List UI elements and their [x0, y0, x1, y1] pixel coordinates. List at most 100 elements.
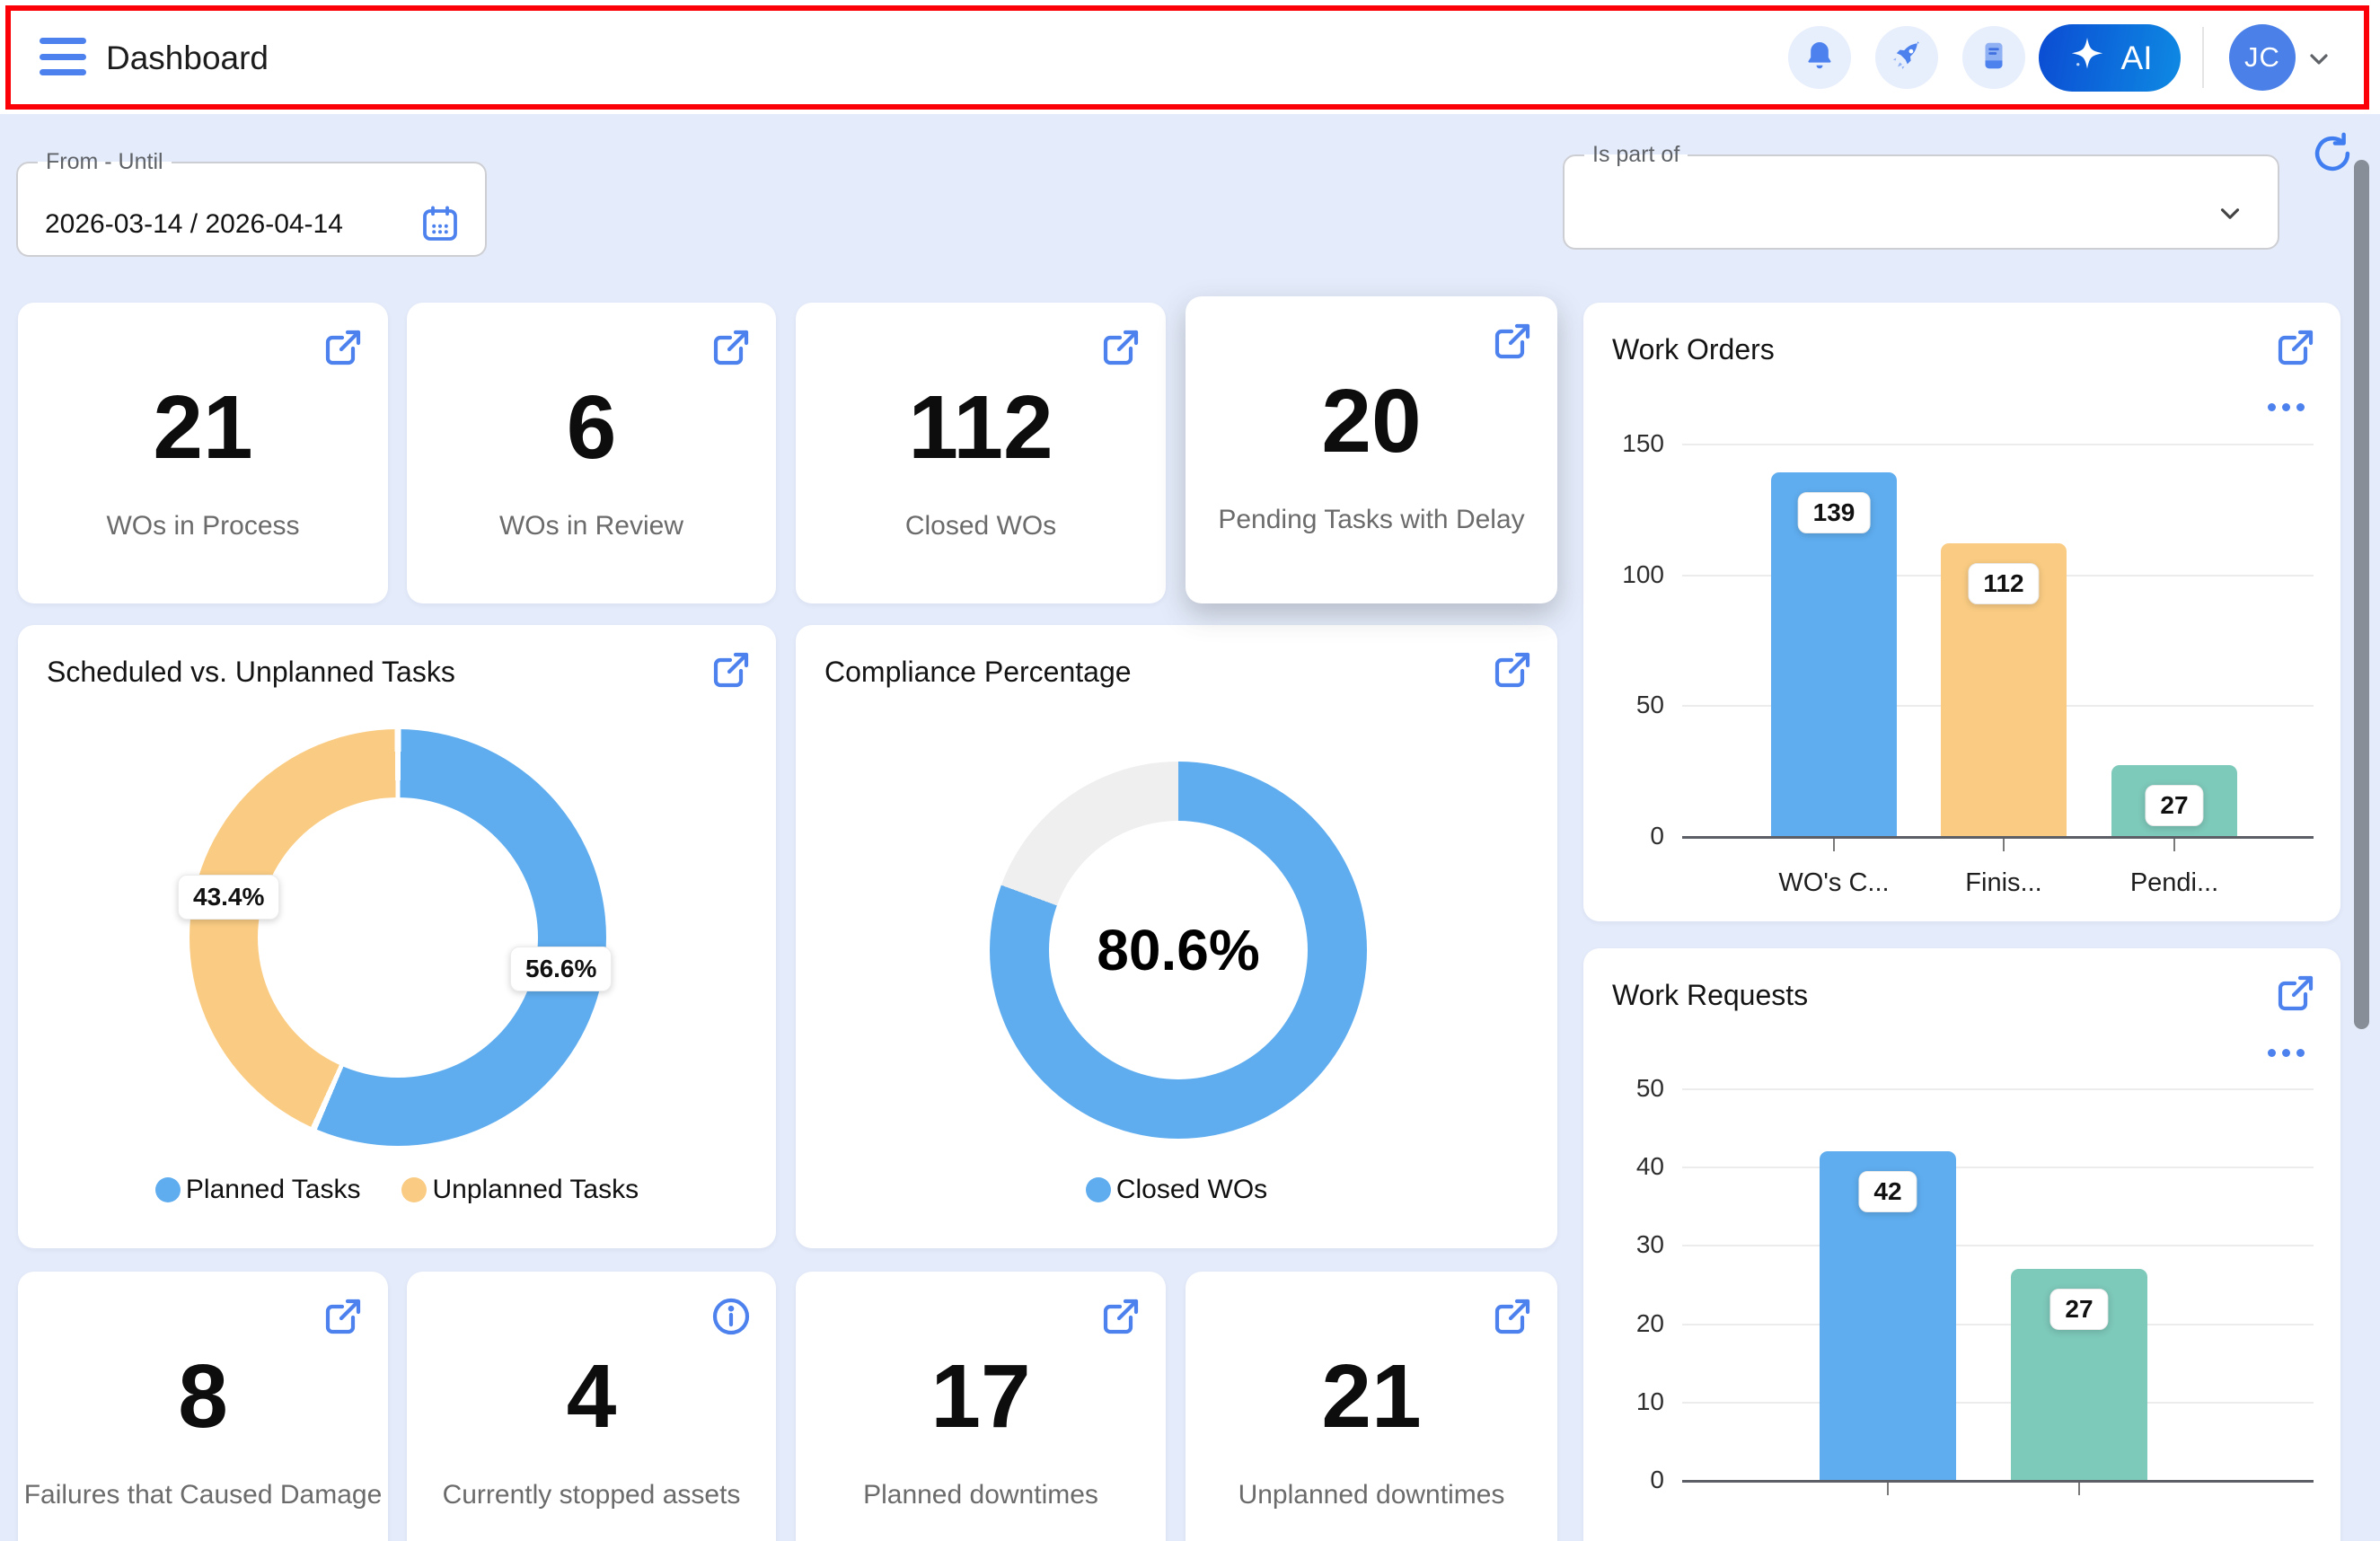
legend-dot	[401, 1177, 428, 1202]
kpi-label: Pending Tasks with Delay	[1218, 505, 1525, 534]
kpi-card-unplanned-downtimes: 21 Unplanned downtimes	[1186, 1272, 1557, 1541]
kpi-value: 21	[1321, 1346, 1422, 1447]
select-chevron-down-icon[interactable]	[2215, 198, 2245, 229]
kpi-value: 4	[566, 1346, 617, 1447]
date-range-label: From - Until	[46, 149, 163, 174]
open-in-new-icon[interactable]	[1491, 648, 1534, 691]
y-axis-tick-label: 100	[1622, 559, 1664, 588]
account-chevron-down-icon[interactable]	[2305, 45, 2333, 74]
bar-value-label: 27	[2049, 1288, 2109, 1330]
x-axis-tick	[2078, 1483, 2080, 1495]
date-range-field[interactable]: From - Until 2026-03-14 / 2026-04-14	[16, 149, 487, 257]
kpi-label: Failures that Caused Damage	[23, 1480, 383, 1510]
open-in-new-icon[interactable]	[710, 648, 753, 691]
vertical-scrollbar[interactable]	[2354, 160, 2369, 1029]
open-in-new-icon[interactable]	[322, 1295, 365, 1338]
gauge-chart-compliance: 80.6%	[990, 762, 1367, 1139]
kpi-card-pending-tasks-with-delay: 20 Pending Tasks with Delay	[1186, 296, 1557, 603]
legend-item-closed-wos[interactable]: Closed WOs	[1085, 1175, 1267, 1205]
kpi-value: 112	[908, 377, 1053, 478]
y-axis-tick-label: 50	[1635, 691, 1664, 719]
gauge-value: 80.6%	[1097, 918, 1260, 982]
chart-legend: Closed WOs	[796, 1175, 1557, 1205]
bar-value-label: 27	[2145, 785, 2204, 827]
chart-options-menu-icon[interactable]	[2268, 403, 2305, 411]
docs-button[interactable]	[1962, 26, 2025, 89]
open-in-new-icon[interactable]	[710, 326, 753, 369]
gridline	[1682, 1401, 2314, 1404]
bar-value-label: 139	[1797, 492, 1871, 534]
donut-hole	[258, 797, 538, 1078]
legend-item-unplanned[interactable]: Unplanned Tasks	[401, 1175, 639, 1205]
refresh-icon[interactable]	[2308, 129, 2357, 178]
donut-chart-scheduled-vs-unplanned	[190, 729, 606, 1146]
y-axis-tick-label: 40	[1635, 1152, 1664, 1181]
chart-title: Compliance Percentage	[824, 656, 1132, 688]
y-axis-tick-label: 10	[1635, 1387, 1664, 1415]
x-axis-category-label: Pendi...	[2129, 868, 2219, 897]
y-axis-tick-label: 30	[1635, 1230, 1664, 1259]
y-axis-tick-label: 150	[1622, 429, 1664, 457]
chart-card-work-requests: Work Requests 0 10 20 30 40 50 42 27	[1583, 948, 2340, 1541]
is-part-of-select[interactable]: Is part of	[1563, 142, 2279, 250]
page-title: Dashboard	[106, 40, 269, 76]
chart-title: Work Orders	[1612, 333, 1775, 365]
rocket-icon	[1890, 39, 1924, 77]
kpi-card-currently-stopped-assets: 4 Currently stopped assets	[407, 1272, 776, 1541]
x-axis-category-label: Finis...	[1965, 868, 2042, 897]
x-axis-line	[1682, 836, 2314, 839]
x-axis-tick	[1887, 1483, 1889, 1495]
kpi-label: Closed WOs	[904, 511, 1057, 541]
notifications-button[interactable]	[1788, 26, 1851, 89]
kpi-value: 8	[178, 1346, 228, 1447]
calendar-icon[interactable]	[419, 202, 462, 245]
open-in-new-icon[interactable]	[1491, 1295, 1534, 1338]
open-in-new-icon[interactable]	[1099, 1295, 1142, 1338]
kpi-label: Currently stopped assets	[442, 1480, 741, 1510]
ai-assistant-button[interactable]: AI	[2039, 24, 2181, 92]
menu-hamburger-icon[interactable]	[40, 38, 86, 75]
legend-label: Planned Tasks	[185, 1175, 361, 1204]
open-in-new-icon[interactable]	[1491, 320, 1534, 363]
open-in-new-icon[interactable]	[322, 326, 365, 369]
gridline	[1682, 1167, 2314, 1169]
open-in-new-icon[interactable]	[2274, 326, 2317, 369]
legend-dot	[1085, 1177, 1111, 1202]
document-icon	[1977, 39, 2011, 77]
donut-hole	[1049, 821, 1308, 1079]
y-axis-tick-label: 50	[1635, 1074, 1664, 1102]
kpi-label: WOs in Review	[498, 511, 684, 541]
info-icon[interactable]	[710, 1295, 753, 1338]
kpi-value: 21	[153, 377, 253, 478]
x-axis-tick	[2003, 839, 2005, 851]
open-in-new-icon[interactable]	[1099, 326, 1142, 369]
gridline	[1682, 1323, 2314, 1325]
kpi-card-closed-wos: 112 Closed WOs	[796, 303, 1166, 603]
chart-options-menu-icon[interactable]	[2268, 1049, 2305, 1057]
sparkle-icon	[2067, 34, 2107, 82]
x-axis-category-label: WO's C...	[1778, 868, 1890, 897]
y-axis-tick-label: 0	[1650, 822, 1664, 850]
x-axis-tick	[2173, 839, 2175, 851]
is-part-of-label: Is part of	[1592, 142, 1680, 167]
user-avatar[interactable]: JC	[2229, 24, 2296, 91]
open-in-new-icon[interactable]	[2274, 972, 2317, 1015]
y-axis-tick-label: 20	[1635, 1308, 1664, 1337]
kpi-value: 6	[566, 377, 617, 478]
date-range-value: 2026-03-14 / 2026-04-14	[45, 209, 343, 239]
header-divider	[2202, 27, 2204, 88]
ai-button-label: AI	[2120, 39, 2153, 76]
gridline	[1682, 1245, 2314, 1247]
bar-value-label: 112	[1968, 562, 2040, 604]
slice-label-unplanned: 43.4%	[178, 875, 280, 920]
kpi-value: 20	[1321, 371, 1422, 471]
chart-title: Scheduled vs. Unplanned Tasks	[47, 656, 455, 688]
chart-title: Work Requests	[1612, 979, 1809, 1011]
kpi-label: WOs in Process	[106, 511, 300, 541]
kpi-card-failures-caused-damage: 8 Failures that Caused Damage	[18, 1272, 388, 1541]
legend-label: Unplanned Tasks	[432, 1175, 639, 1204]
kpi-card-planned-downtimes: 17 Planned downtimes	[796, 1272, 1166, 1541]
legend-item-planned[interactable]: Planned Tasks	[154, 1175, 361, 1205]
whats-new-button[interactable]	[1875, 26, 1938, 89]
